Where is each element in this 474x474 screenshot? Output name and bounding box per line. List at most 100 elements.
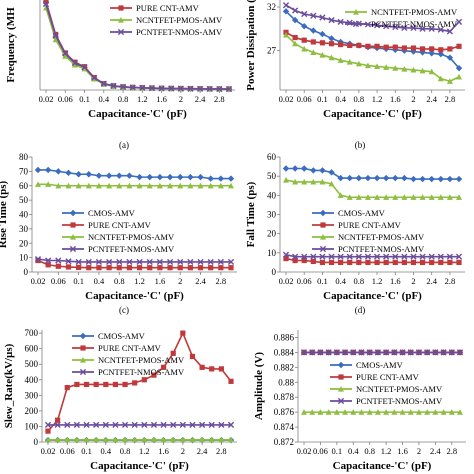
data-point-pure [177, 265, 183, 271]
data-point-pure [438, 259, 444, 266]
data-point-pmos [179, 436, 186, 443]
legend-item-pure: PURE CNT-AMV [312, 220, 402, 230]
x-tick-label: 1.6 [158, 446, 169, 456]
data-point-cmos [455, 64, 463, 72]
data-point-pmos [197, 182, 204, 189]
legend-marker [79, 368, 87, 376]
y-axis-label: Amplitude (V) [253, 352, 265, 420]
x-tick-label: 1.6 [155, 276, 166, 286]
data-point-pmos [364, 62, 371, 69]
data-point-nmos [75, 258, 82, 266]
data-point-pmos [448, 409, 455, 415]
data-point-nmos [392, 253, 399, 260]
legend-label: NCNTFET-PMOS-AMV [338, 232, 425, 242]
legend-label: PCNTFET-NMOS-AMV [338, 244, 425, 254]
data-point-pmos [333, 409, 340, 415]
data-point-pmos [131, 436, 138, 443]
y-tick-label: 10 [19, 253, 29, 263]
legend-item-pure: PURE CNT-AMV [110, 3, 200, 13]
data-point-nmos [309, 349, 316, 356]
legend-label: PURE CNT-AMV [88, 220, 152, 230]
data-point-pmos [401, 194, 408, 200]
data-point-pure [208, 265, 214, 271]
data-point-nmos [428, 253, 435, 260]
data-point-cmos [227, 175, 235, 182]
data-point-nmos [73, 421, 80, 428]
data-point-nmos [179, 421, 186, 428]
legend-item-nmos: PCNTFET-NMOS-AMV [330, 396, 443, 406]
x-tick-label: 0.02 [31, 276, 46, 286]
data-point-pmos [160, 436, 167, 443]
data-point-nmos [391, 349, 398, 356]
data-point-nmos [156, 258, 163, 266]
data-point-pmos [126, 182, 133, 189]
legend-label: PCNTFET-NMOS-AMV [88, 244, 175, 254]
data-point-pmos [424, 409, 431, 415]
data-point-pmos [366, 409, 373, 415]
data-point-pure [180, 330, 186, 336]
x-axis-label: Capacitance-'C' (pF) [88, 108, 187, 120]
caption-c: (c) [119, 305, 129, 315]
data-point-pmos [150, 436, 157, 443]
legend-label: PCNTFET-NMOS-AMV [356, 396, 443, 406]
legend-label: PURE CNT-AMV [338, 220, 402, 230]
x-tick-label: 0.02 [279, 276, 294, 286]
data-point-pure [55, 263, 61, 269]
data-point-nmos [102, 421, 109, 428]
data-point-cmos [282, 165, 290, 172]
data-point-pmos [301, 409, 307, 415]
y-tick-label: 50 [19, 195, 29, 205]
data-point-nmos [160, 421, 167, 428]
chart-e: 0 100 200 300 400 500 600 700 0.02 0.06 0.1 0.4 0.8 1… [3, 328, 237, 472]
data-point-pure [447, 259, 453, 266]
y-tick-label: 600 [25, 344, 39, 354]
legend-item-cmos: CMOS-AMV [62, 208, 136, 218]
data-point-nmos [146, 258, 153, 266]
data-point-nmos [446, 28, 453, 35]
data-point-cmos [75, 171, 82, 178]
data-point-pmos [116, 182, 123, 189]
legend-label: NCNTFET-PMOS-AMV [88, 232, 175, 242]
x-tick-label: 2.4 [430, 446, 441, 456]
data-point-pure [292, 257, 298, 264]
data-point-pure [157, 265, 163, 271]
data-point-pmos [52, 36, 59, 43]
data-point-pure [338, 259, 344, 266]
data-point-pure [122, 381, 128, 388]
x-tick-label: 2.8 [214, 94, 225, 104]
data-point-nmos [187, 258, 194, 266]
x-tick-label: 1.2 [134, 276, 145, 286]
data-point-nmos [55, 257, 62, 264]
data-point-cmos [364, 174, 372, 182]
data-point-pmos [355, 60, 362, 67]
data-point-nmos [401, 24, 408, 32]
data-point-cmos [55, 168, 62, 175]
data-point-pure [365, 259, 371, 266]
legend-marker [79, 332, 87, 340]
data-point-nmos [337, 253, 344, 260]
y-tick-label: 0 [272, 267, 277, 277]
data-point-pmos [45, 436, 51, 443]
data-point-nmos [85, 258, 92, 266]
series-nmos [42, 0, 233, 93]
data-point-pure [338, 41, 344, 48]
x-tick-label: 2 [411, 94, 415, 104]
data-point-nmos [197, 258, 204, 266]
series-pmos [283, 177, 462, 200]
data-point-pmos [337, 57, 344, 63]
data-point-pmos [456, 73, 462, 80]
data-point-pure [103, 381, 109, 388]
data-point-cmos [291, 165, 299, 172]
data-point-cmos [156, 173, 164, 181]
x-tick-label: 0.8 [354, 276, 365, 286]
data-point-pmos [65, 182, 72, 189]
data-point-nmos [383, 349, 390, 356]
data-point-pmos [410, 66, 417, 73]
data-point-pure [447, 46, 453, 52]
data-point-pmos [64, 436, 71, 443]
series-pmos [35, 181, 234, 189]
x-tick-label: 0.8 [118, 94, 129, 104]
data-point-pmos [437, 194, 444, 200]
data-point-nmos [301, 253, 308, 260]
legend-marker [353, 9, 359, 15]
